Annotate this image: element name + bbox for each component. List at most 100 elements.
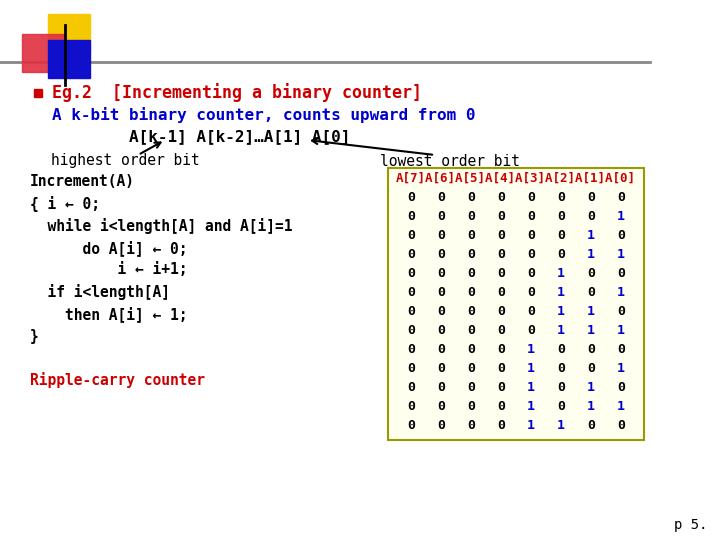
Text: 0: 0 [407,381,415,394]
Text: 0: 0 [497,286,505,299]
Text: 0: 0 [497,362,505,375]
Text: 0: 0 [617,343,625,356]
Text: 0: 0 [437,286,445,299]
Text: 1: 1 [587,229,595,242]
Text: 0: 0 [437,248,445,261]
Text: }: } [30,328,39,343]
Text: 0: 0 [527,305,535,318]
Text: 1: 1 [617,210,625,223]
Text: 0: 0 [467,324,475,337]
Text: 0: 0 [617,305,625,318]
Text: 0: 0 [407,210,415,223]
Text: i ← i+1;: i ← i+1; [30,262,187,278]
Text: 1: 1 [617,400,625,413]
Text: 0: 0 [557,191,565,204]
Text: 1: 1 [527,381,535,394]
Text: 0: 0 [407,343,415,356]
Text: 1: 1 [557,267,565,280]
Text: 0: 0 [467,267,475,280]
Text: 0: 0 [497,381,505,394]
Text: 1: 1 [587,248,595,261]
Text: 0: 0 [467,248,475,261]
Text: 1: 1 [587,305,595,318]
Text: 1: 1 [617,324,625,337]
Text: 0: 0 [437,191,445,204]
Text: 0: 0 [437,229,445,242]
Text: 1: 1 [617,362,625,375]
Text: 0: 0 [407,400,415,413]
Text: 0: 0 [437,400,445,413]
Text: 1: 1 [587,324,595,337]
Text: 0: 0 [617,381,625,394]
Text: 1: 1 [557,286,565,299]
Text: 0: 0 [587,267,595,280]
Text: 1: 1 [587,381,595,394]
Text: 0: 0 [407,229,415,242]
Text: 1: 1 [527,400,535,413]
Text: 0: 0 [587,191,595,204]
Text: 0: 0 [497,248,505,261]
Text: 1: 1 [527,362,535,375]
Text: 0: 0 [497,267,505,280]
Text: 0: 0 [587,419,595,432]
Text: 0: 0 [617,229,625,242]
Text: 0: 0 [467,362,475,375]
Text: Increment(A): Increment(A) [30,174,135,190]
Text: 0: 0 [407,305,415,318]
Text: p 5.: p 5. [675,518,708,532]
Text: 0: 0 [467,229,475,242]
Text: 0: 0 [527,267,535,280]
Text: 0: 0 [467,210,475,223]
Text: 0: 0 [437,267,445,280]
Text: 0: 0 [617,267,625,280]
Text: 0: 0 [467,343,475,356]
Text: 0: 0 [407,324,415,337]
Text: 0: 0 [467,191,475,204]
Bar [48,14,90,52]
Text: 0: 0 [497,343,505,356]
Text: while i<length[A] and A[i]=1: while i<length[A] and A[i]=1 [30,218,292,234]
Text: 0: 0 [527,210,535,223]
Text: 0: 0 [437,343,445,356]
Text: 1: 1 [617,248,625,261]
Text: 1: 1 [527,343,535,356]
Text: Ripple-carry counter: Ripple-carry counter [30,372,205,388]
Text: 1: 1 [587,400,595,413]
Text: 0: 0 [587,286,595,299]
Text: 1: 1 [527,419,535,432]
Text: 0: 0 [407,191,415,204]
Text: 0: 0 [437,324,445,337]
Text: 0: 0 [407,286,415,299]
Text: 0: 0 [437,210,445,223]
Text: 0: 0 [497,229,505,242]
Text: 0: 0 [407,362,415,375]
Text: 0: 0 [407,267,415,280]
Text: 0: 0 [557,248,565,261]
Text: 0: 0 [557,210,565,223]
Text: 0: 0 [437,305,445,318]
Text: 0: 0 [467,305,475,318]
Text: lowest order bit: lowest order bit [380,153,520,168]
Text: A[7]A[6]A[5]A[4]A[3]A[2]A[1]A[0]: A[7]A[6]A[5]A[4]A[3]A[2]A[1]A[0] [396,172,636,185]
Text: 0: 0 [527,324,535,337]
Text: 0: 0 [527,248,535,261]
Text: 0: 0 [527,286,535,299]
Text: A k-bit binary counter, counts upward from 0: A k-bit binary counter, counts upward fr… [52,107,475,123]
Text: 0: 0 [527,229,535,242]
Text: 0: 0 [467,381,475,394]
Text: 0: 0 [497,400,505,413]
Text: 0: 0 [497,324,505,337]
Text: 1: 1 [557,419,565,432]
Text: 0: 0 [587,362,595,375]
Bar [388,168,644,440]
Text: 0: 0 [467,400,475,413]
Text: 0: 0 [617,419,625,432]
Text: { i ← 0;: { i ← 0; [30,196,100,212]
Text: 0: 0 [497,210,505,223]
Text: 1: 1 [557,324,565,337]
Text: do A[i] ← 0;: do A[i] ← 0; [30,240,187,256]
Text: 0: 0 [407,248,415,261]
Text: 0: 0 [587,210,595,223]
Text: 1: 1 [557,305,565,318]
Text: 0: 0 [557,343,565,356]
